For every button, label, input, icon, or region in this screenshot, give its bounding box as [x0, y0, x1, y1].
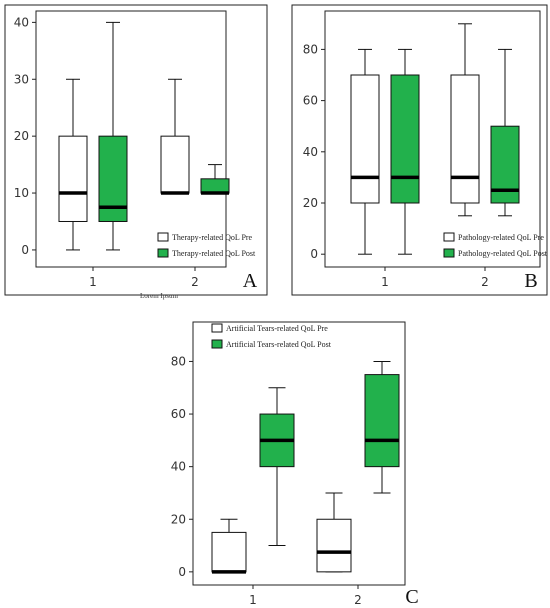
y-tick-label: 20 — [14, 129, 29, 143]
box-artificial-tears-related-qol-post-1 — [259, 387, 295, 547]
panel-frame — [4, 4, 268, 296]
legend-label: Therapy-related QoL Pre — [172, 233, 253, 242]
y-tick-label: 40 — [303, 145, 318, 159]
legend-swatch — [443, 248, 455, 258]
legend-swatch — [157, 232, 169, 242]
legend-label: Pathology-related QoL Post — [458, 249, 548, 258]
x-tick-label: 2 — [191, 275, 199, 289]
legend-swatch — [443, 232, 455, 242]
legend-label: Artificial Tears-related QoL Pre — [226, 324, 328, 333]
legend-swatch — [211, 323, 223, 333]
box-iqr — [200, 178, 230, 194]
y-tick-label: 10 — [14, 186, 29, 200]
box-pathology-related-qol-pre-2 — [450, 23, 480, 217]
y-tick-label: 80 — [171, 354, 186, 368]
panel-letter: A — [243, 270, 258, 292]
box-therapy-related-qol-pre-2 — [160, 78, 190, 195]
box-pathology-related-qol-post-2 — [490, 48, 520, 217]
y-tick-label: 30 — [14, 72, 29, 86]
y-tick-label: 0 — [21, 243, 29, 257]
box-iqr — [160, 135, 190, 194]
y-tick-label: 20 — [303, 196, 318, 210]
panel-letter: C — [405, 586, 418, 608]
legend-label: Therapy-related QoL Post — [172, 249, 256, 258]
y-tick-label: 40 — [171, 460, 186, 474]
legend: Therapy-related QoL Pre Therapy-related Q… — [157, 232, 256, 258]
legend: Pathology-related QoL Pre Pathology-relat… — [443, 232, 548, 258]
box-therapy-related-qol-post-1 — [98, 21, 128, 251]
box-iqr — [316, 518, 352, 573]
box-artificial-tears-related-qol-pre-1 — [211, 518, 247, 574]
plot-area — [192, 321, 406, 586]
plot-area — [324, 10, 541, 268]
y-tick-label: 60 — [303, 94, 318, 108]
panel-frame — [291, 4, 548, 296]
box-pathology-related-qol-pre-1 — [350, 48, 380, 255]
y-tick-label: 80 — [303, 42, 318, 56]
box-artificial-tears-related-qol-post-2 — [364, 360, 400, 494]
legend: Artificial Tears-related QoL Pre Artifici… — [211, 323, 332, 349]
x-tick-label: 2 — [481, 275, 489, 289]
y-tick-label: 60 — [171, 407, 186, 421]
legend-label: Pathology-related QoL Pre — [458, 233, 544, 242]
legend-swatch — [157, 248, 169, 258]
legend-swatch — [211, 339, 223, 349]
x-tick-label: 2 — [354, 593, 362, 607]
box-iqr — [211, 531, 247, 573]
box-therapy-related-qol-pre-1 — [58, 78, 88, 251]
y-tick-label: 0 — [178, 565, 186, 579]
box-pathology-related-qol-post-1 — [390, 48, 420, 255]
x-tick-label: 1 — [89, 275, 97, 289]
box-iqr — [58, 135, 88, 222]
y-tick-label: 20 — [171, 512, 186, 526]
box-therapy-related-qol-post-2 — [200, 164, 230, 195]
note-text: Lorem Ipsum — [140, 292, 178, 300]
y-tick-label: 40 — [14, 15, 29, 29]
box-artificial-tears-related-qol-pre-2 — [316, 492, 352, 573]
y-tick-label: 0 — [310, 247, 318, 261]
x-tick-label: 1 — [249, 593, 257, 607]
panel-letter: B — [524, 270, 537, 292]
legend-label: Artificial Tears-related QoL Post — [226, 340, 332, 349]
plot-area — [35, 10, 227, 268]
chart-panel-C: 0 20 40 60 80 1 2 Artificial Tears-related QoL … — [171, 321, 419, 608]
box-iqr — [364, 374, 400, 468]
box-iqr — [350, 74, 380, 204]
box-iqr — [450, 74, 480, 204]
box-iqr — [390, 74, 420, 204]
x-tick-label: 1 — [381, 275, 389, 289]
